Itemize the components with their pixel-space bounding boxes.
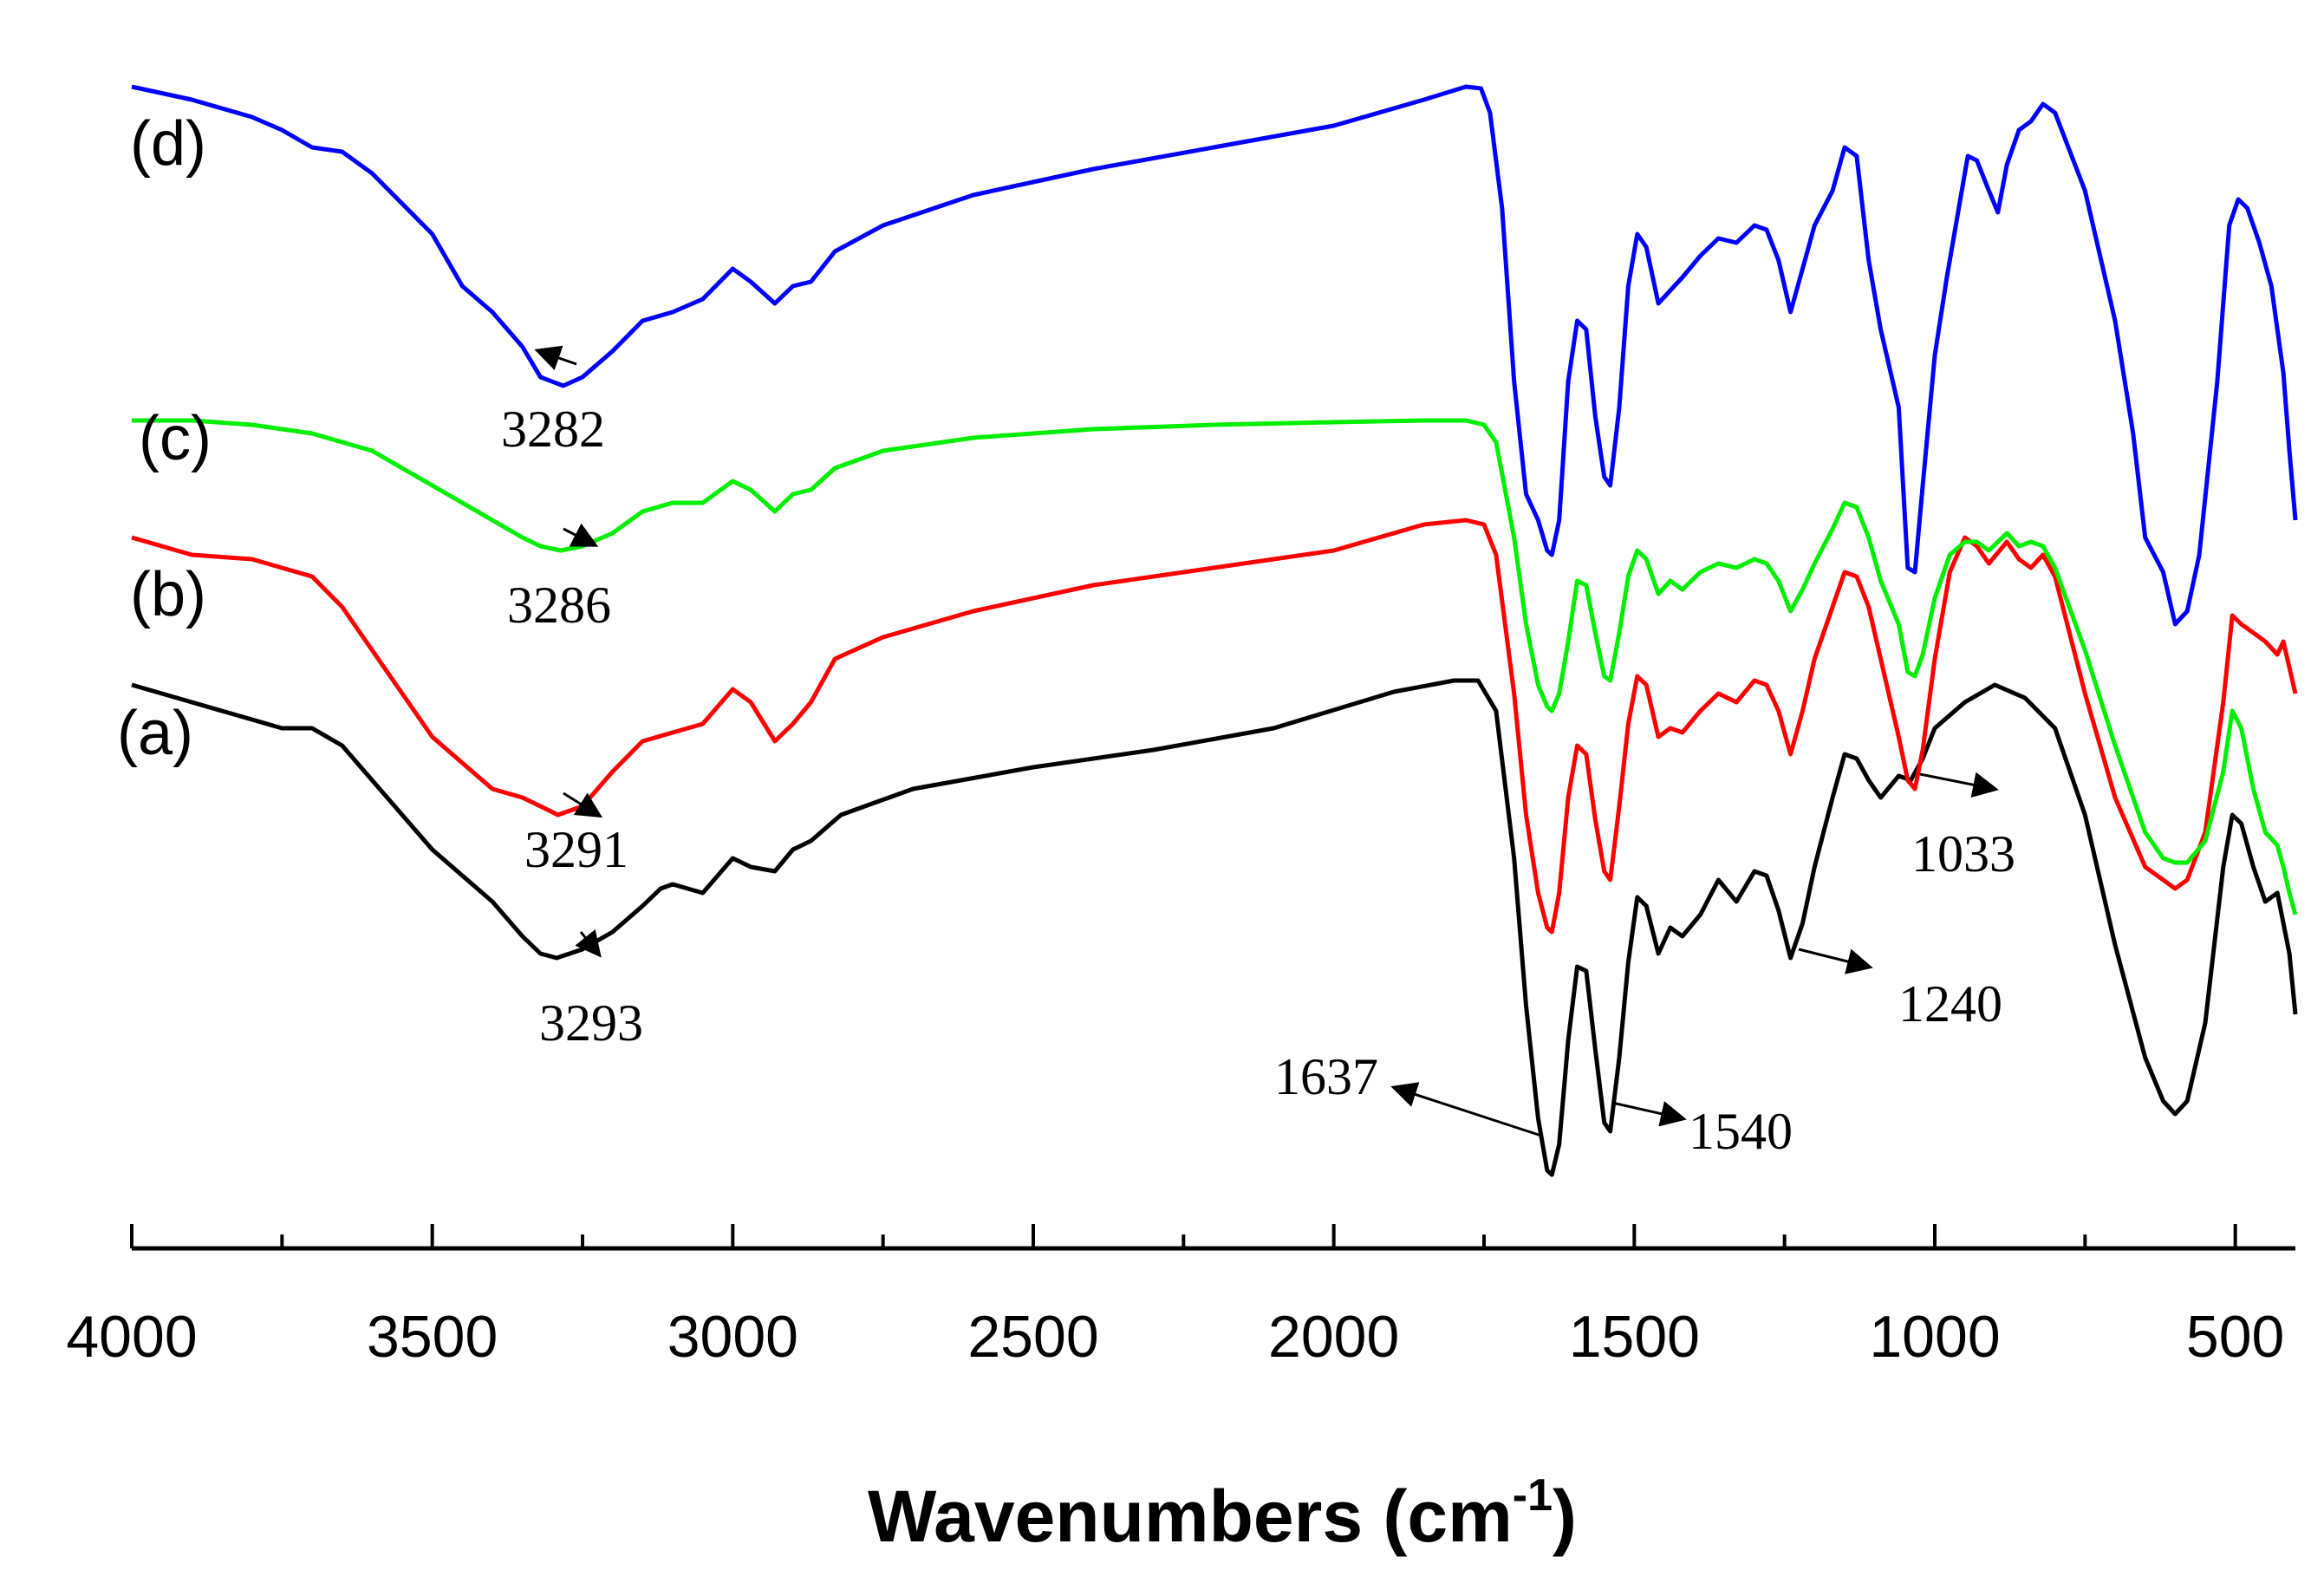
arrow-1033	[1919, 772, 1999, 798]
annotation-1033: 1033	[1911, 825, 2015, 883]
x-axis-title: Wavenumbers (cm-1)	[868, 1470, 1577, 1557]
arrow-3282	[534, 345, 577, 371]
arrow-3291	[563, 792, 603, 818]
arrow-3293	[575, 928, 602, 958]
series-label-b: (b)	[130, 560, 206, 629]
arrow-1540	[1611, 1101, 1687, 1127]
x-tick-label: 500	[2186, 1304, 2284, 1370]
series-line-c	[132, 418, 2298, 915]
arrow-1240	[1798, 948, 1873, 974]
annotation-1637: 1637	[1274, 1048, 1378, 1105]
series-line-a	[131, 678, 2298, 1177]
series-label-c: (c)	[139, 404, 212, 473]
x-tick-label: 1000	[1869, 1304, 2000, 1370]
arrow-1637	[1390, 1082, 1542, 1137]
annotation-3293: 3293	[539, 994, 643, 1052]
x-axis-ticks: 4000 3500 3000 2500 2000 1500 1000 500	[66, 1224, 2284, 1370]
arrow-3286	[563, 523, 599, 547]
x-tick-label: 3500	[367, 1304, 498, 1370]
series-line-b	[131, 518, 2298, 935]
x-tick-label: 3000	[667, 1304, 798, 1370]
annotation-1240: 1240	[1898, 975, 2002, 1033]
x-tick-label: 2500	[967, 1304, 1098, 1370]
x-tick-label: 1500	[1569, 1304, 1700, 1370]
annotation-3286: 3286	[507, 577, 611, 634]
series-layer	[131, 84, 2298, 1177]
x-tick-label: 4000	[66, 1304, 197, 1370]
annotation-1540: 1540	[1689, 1103, 1793, 1160]
series-label-a: (a)	[117, 699, 193, 768]
series-line-d	[131, 84, 2298, 627]
annotation-3291: 3291	[524, 821, 628, 878]
series-label-d: (d)	[130, 109, 206, 179]
annotation-3282: 3282	[501, 401, 605, 458]
annotation-arrows	[534, 345, 1999, 1137]
x-tick-label: 2000	[1268, 1304, 1399, 1370]
